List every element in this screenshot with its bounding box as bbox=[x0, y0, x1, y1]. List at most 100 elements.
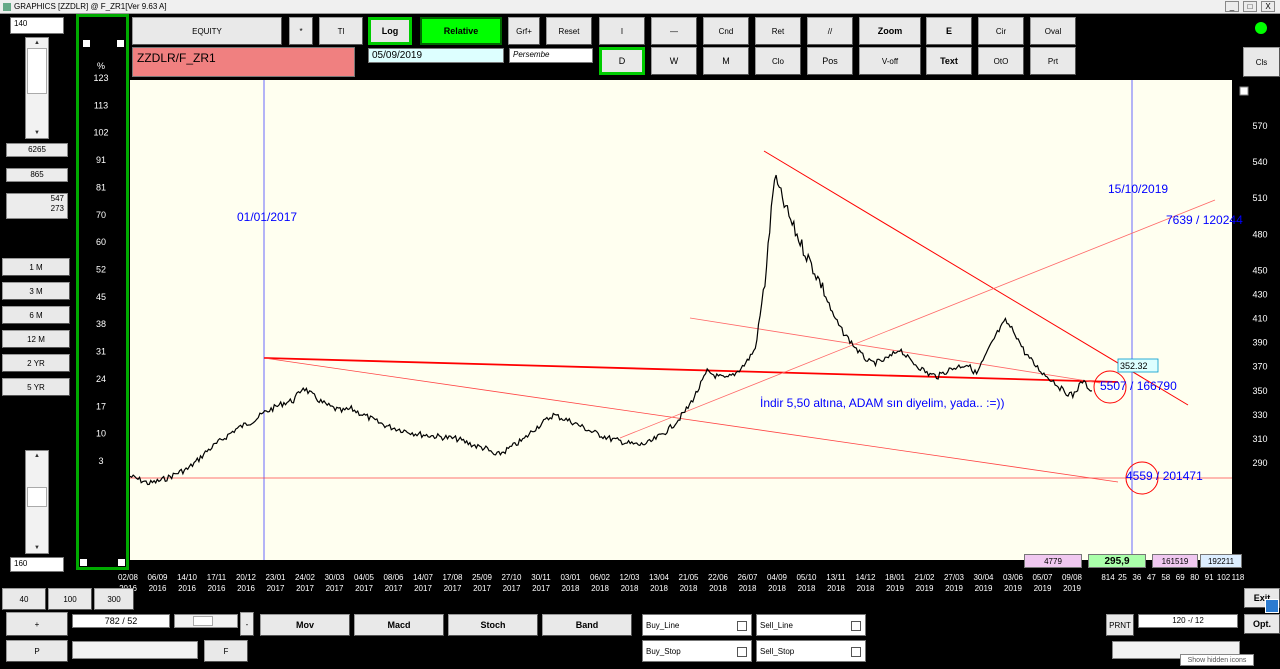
sell-line-check[interactable]: Sell_Line bbox=[756, 614, 866, 636]
period-6m-button[interactable]: 6 M bbox=[2, 306, 70, 324]
trendline-horizontal[interactable] bbox=[263, 357, 1119, 383]
scroll-down-icon[interactable]: ▼ bbox=[34, 130, 40, 136]
print-button[interactable]: Prt bbox=[1030, 47, 1076, 75]
range-field[interactable]: 120 -/ 12 bbox=[1138, 614, 1238, 628]
parallel-line-tool[interactable]: // bbox=[807, 17, 853, 45]
bottom-scrollbar[interactable] bbox=[72, 641, 198, 659]
trendline-descending[interactable] bbox=[763, 150, 1189, 406]
pos-button[interactable]: Pos bbox=[807, 47, 853, 75]
x-axis-tick-year: 2018 bbox=[680, 584, 698, 593]
buy-line-check[interactable]: Buy_Line bbox=[642, 614, 752, 636]
v-off-button[interactable]: V-off bbox=[859, 47, 921, 75]
close-button[interactable]: X bbox=[1261, 1, 1275, 12]
buy-stop-check[interactable]: Buy_Stop bbox=[642, 640, 752, 662]
weekly-button[interactable]: W bbox=[651, 47, 697, 75]
clo-button[interactable]: Clo bbox=[755, 47, 801, 75]
x-axis-tick-date: 09/08 bbox=[1062, 573, 1083, 582]
ret-button[interactable]: Ret bbox=[755, 17, 801, 45]
trendline-lower[interactable] bbox=[263, 357, 1119, 483]
period-2yr-button[interactable]: 2 YR bbox=[2, 354, 70, 372]
slider-thumb[interactable] bbox=[193, 616, 213, 626]
horizontal-line-tool[interactable]: — bbox=[651, 17, 697, 45]
frame-corner-tr[interactable] bbox=[117, 40, 124, 47]
frame-corner-bl[interactable] bbox=[80, 559, 87, 566]
frame-corner-tl[interactable] bbox=[83, 40, 90, 47]
cls-button[interactable]: Cls bbox=[1243, 47, 1280, 77]
x-axis-tick-year: 2017 bbox=[532, 584, 550, 593]
cnd-button[interactable]: Cnd bbox=[703, 17, 749, 45]
period-5yr-button[interactable]: 5 YR bbox=[2, 378, 70, 396]
circle-tool[interactable]: Cir bbox=[978, 17, 1024, 45]
x-axis-tick-year: 2018 bbox=[650, 584, 668, 593]
period-1m-button[interactable]: 1 M bbox=[2, 258, 70, 276]
day-field: Persembe bbox=[509, 48, 593, 63]
status-value-4: 192211 bbox=[1200, 554, 1242, 568]
target-circle-2[interactable] bbox=[1125, 461, 1159, 495]
daily-button[interactable]: D bbox=[599, 47, 645, 75]
zoom-40-button[interactable]: 40 bbox=[2, 588, 46, 610]
monthly-button[interactable]: M bbox=[703, 47, 749, 75]
zoom-100-button[interactable]: 100 bbox=[48, 588, 92, 610]
sell-stop-check[interactable]: Sell_Stop bbox=[756, 640, 866, 662]
bottom-value-field[interactable]: 160 bbox=[10, 557, 64, 572]
band-button[interactable]: Band bbox=[542, 614, 632, 636]
left-scrollbar-bottom[interactable]: ▲ ▼ bbox=[25, 450, 49, 554]
app-icon bbox=[3, 3, 11, 11]
x-axis-tick-year: 2017 bbox=[267, 584, 285, 593]
equity-button[interactable]: EQUITY bbox=[132, 17, 282, 45]
period-3m-button[interactable]: 3 M bbox=[2, 282, 70, 300]
prnt-button[interactable]: PRNT bbox=[1106, 614, 1134, 636]
annotation-2019-10: 15/10/2019 bbox=[1108, 182, 1168, 196]
scroll-thumb[interactable] bbox=[27, 48, 47, 94]
left-axis-tick: 123 bbox=[93, 73, 108, 83]
checkbox-icon[interactable] bbox=[851, 621, 861, 631]
x-axis-tick-year: 2016 bbox=[149, 584, 167, 593]
trendline-ascending[interactable] bbox=[619, 199, 1216, 439]
stoch-button[interactable]: Stoch bbox=[448, 614, 538, 636]
text-tool[interactable]: Text bbox=[926, 47, 972, 75]
plot-area[interactable] bbox=[130, 80, 1232, 560]
buy-line-label: Buy_Line bbox=[646, 620, 680, 630]
log-button[interactable]: Log bbox=[368, 17, 412, 45]
coord-field[interactable]: 782 / 52 bbox=[72, 614, 170, 628]
options-button[interactable]: Opt. bbox=[1244, 614, 1280, 634]
frame-corner-br[interactable] bbox=[118, 559, 125, 566]
p-button[interactable]: P bbox=[6, 640, 68, 662]
x-axis-tick-date: 24/02 bbox=[295, 573, 316, 582]
top-value-field[interactable]: 140 bbox=[10, 17, 64, 34]
checkbox-icon[interactable] bbox=[737, 621, 747, 631]
reset-button[interactable]: Reset bbox=[546, 17, 592, 45]
zoom-button[interactable]: Zoom bbox=[859, 17, 921, 45]
plot-corner-handle[interactable] bbox=[1239, 86, 1249, 96]
plus-button[interactable]: + bbox=[6, 612, 68, 636]
oto-button[interactable]: OtO bbox=[978, 47, 1024, 75]
f-button[interactable]: F bbox=[204, 640, 248, 662]
hidden-icons-icon[interactable] bbox=[1265, 599, 1279, 613]
target-circle-1[interactable] bbox=[1093, 370, 1127, 404]
scroll-thumb[interactable] bbox=[27, 487, 47, 507]
period-12m-button[interactable]: 12 M bbox=[2, 330, 70, 348]
relative-button[interactable]: Relative bbox=[420, 17, 502, 45]
star-button[interactable]: * bbox=[289, 17, 313, 45]
left-scrollbar-top[interactable]: ▲ ▼ bbox=[25, 37, 49, 139]
macd-button[interactable]: Macd bbox=[354, 614, 444, 636]
mov-button[interactable]: Mov bbox=[260, 614, 350, 636]
horizontal-slider[interactable] bbox=[174, 614, 238, 628]
date-field[interactable]: 05/09/2019 bbox=[368, 48, 504, 63]
scroll-up-icon[interactable]: ▲ bbox=[34, 453, 40, 459]
zoom-300-button[interactable]: 300 bbox=[94, 588, 134, 610]
checkbox-icon[interactable] bbox=[737, 647, 747, 657]
minus-button[interactable]: - bbox=[240, 612, 254, 636]
grf-plus-button[interactable]: Grf+ bbox=[508, 17, 540, 45]
e-button[interactable]: E bbox=[926, 17, 972, 45]
scroll-down-icon[interactable]: ▼ bbox=[34, 545, 40, 551]
scroll-up-icon[interactable]: ▲ bbox=[34, 40, 40, 46]
x-axis-tick-year: 2018 bbox=[857, 584, 875, 593]
x-axis-tick-year: 2017 bbox=[473, 584, 491, 593]
tl-button[interactable]: Tl bbox=[319, 17, 363, 45]
minimize-button[interactable]: _ bbox=[1225, 1, 1239, 12]
vertical-line-tool[interactable]: I bbox=[599, 17, 645, 45]
checkbox-icon[interactable] bbox=[851, 647, 861, 657]
oval-tool[interactable]: Oval bbox=[1030, 17, 1076, 45]
maximize-button[interactable]: □ bbox=[1243, 1, 1257, 12]
